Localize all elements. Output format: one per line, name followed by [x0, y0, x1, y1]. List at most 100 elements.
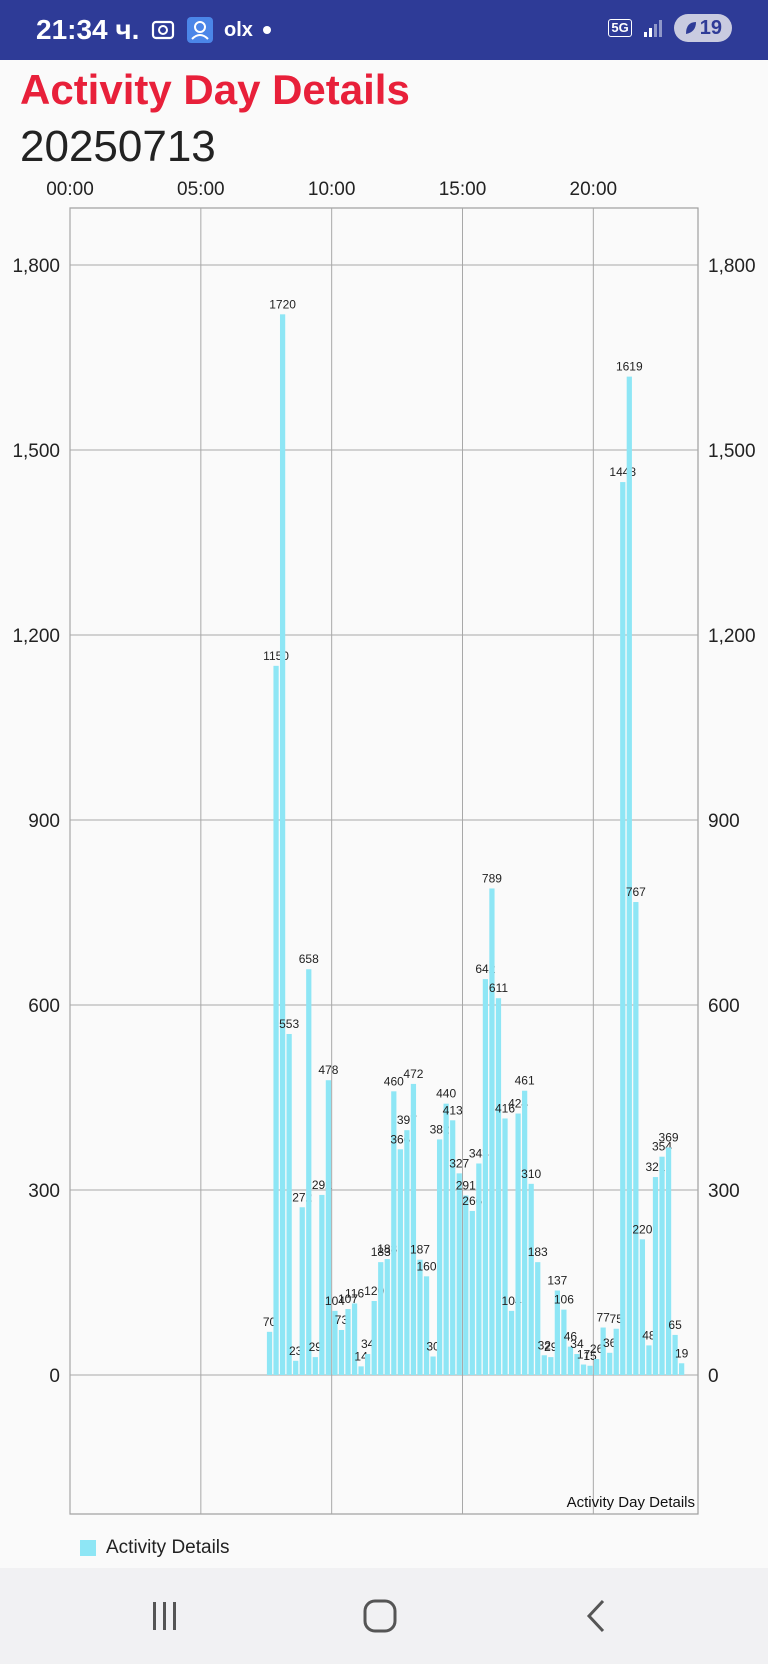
home-button[interactable]	[350, 1590, 410, 1642]
bar	[607, 1352, 613, 1375]
bar	[567, 1346, 574, 1375]
status-bar: 21:34 ч. olx 5G 19	[0, 0, 768, 60]
bar	[659, 1156, 665, 1375]
bar	[574, 1354, 580, 1375]
bar	[378, 1262, 384, 1375]
bar	[489, 888, 495, 1375]
bar-value-label: 478	[318, 1063, 338, 1077]
bar	[397, 1149, 403, 1375]
bar	[306, 969, 312, 1375]
bar	[679, 1363, 685, 1375]
bar	[345, 1309, 351, 1375]
bar-value-label: 658	[299, 952, 319, 966]
olx-icon: olx	[224, 18, 253, 41]
bar-value-label: 310	[521, 1167, 541, 1181]
bar-value-label: 30	[426, 1340, 440, 1354]
bar-value-label: 65	[668, 1318, 682, 1332]
bar	[430, 1356, 436, 1375]
bar	[469, 1210, 475, 1375]
bar	[365, 1354, 371, 1375]
y-tick-label-right: 0	[708, 1366, 719, 1387]
home-icon	[363, 1599, 397, 1633]
bar-value-label: 137	[547, 1274, 567, 1288]
bar	[600, 1327, 606, 1375]
y-tick-label-left: 1,500	[12, 441, 60, 462]
recents-icon	[153, 1602, 176, 1630]
bar-value-label: 611	[489, 981, 508, 995]
battery-level: 19	[699, 17, 722, 39]
dot-icon	[262, 26, 271, 34]
bar	[561, 1309, 567, 1375]
bar	[665, 1147, 672, 1375]
bar-value-label: 327	[449, 1156, 469, 1170]
bar	[672, 1334, 678, 1375]
bar-value-label: 15	[583, 1349, 597, 1363]
bar-value-label: 472	[403, 1067, 423, 1081]
bar-value-label: 1619	[616, 360, 643, 374]
bar	[548, 1357, 554, 1375]
bar	[443, 1103, 449, 1375]
y-tick-label-right: 1,200	[708, 626, 756, 647]
y-tick-label-right: 900	[708, 811, 740, 832]
bar-value-label: 1720	[269, 297, 296, 311]
bar	[587, 1365, 593, 1375]
bar	[515, 1113, 521, 1375]
bar-value-label: 73	[335, 1313, 349, 1327]
bar	[351, 1303, 358, 1375]
bar-value-label: 183	[371, 1245, 391, 1259]
bar-value-label: 104	[325, 1294, 345, 1308]
x-tick-label: 00:00	[46, 179, 94, 200]
x-tick-label: 05:00	[177, 179, 225, 200]
bar	[279, 314, 286, 1376]
y-tick-label-right: 600	[708, 996, 740, 1017]
bar-value-label: 220	[632, 1222, 652, 1236]
bar-value-label: 369	[659, 1130, 679, 1144]
bar-value-label: 461	[515, 1074, 535, 1088]
bar-value-label: 32	[538, 1338, 552, 1352]
bar	[417, 1259, 423, 1375]
bar	[482, 979, 489, 1375]
chart-description: Activity Day Details	[567, 1494, 695, 1511]
bar	[528, 1183, 534, 1375]
bar	[358, 1366, 364, 1375]
page-title: Activity Day Details	[20, 66, 410, 113]
bar	[450, 1120, 456, 1375]
back-icon	[586, 1599, 605, 1633]
bar	[404, 1130, 410, 1375]
bar	[273, 665, 279, 1375]
bar	[338, 1329, 345, 1375]
battery-indicator: 19	[673, 14, 732, 42]
bar	[508, 1310, 515, 1375]
y-tick-label-right: 1,800	[708, 256, 756, 277]
bar	[541, 1355, 547, 1375]
bar	[522, 1090, 528, 1375]
bar-value-label: 1448	[609, 465, 636, 479]
chart-legend: Activity Details	[80, 1537, 230, 1559]
bar	[312, 1357, 318, 1375]
bar-value-label: 553	[279, 1017, 299, 1031]
x-tick-label: 20:00	[570, 179, 618, 200]
bar-value-label: 19	[675, 1346, 689, 1360]
recents-button[interactable]	[135, 1590, 195, 1642]
bar	[639, 1239, 646, 1375]
bar-value-label: 183	[528, 1245, 548, 1259]
y-tick-label-left: 1,800	[12, 256, 60, 277]
bar-value-label: 46	[564, 1330, 578, 1344]
bar-value-label: 75	[610, 1312, 624, 1326]
network-5g-icon: 5G	[608, 19, 632, 37]
bar	[633, 902, 639, 1375]
bar	[626, 376, 632, 1375]
bar-value-label: 789	[482, 871, 502, 885]
bar	[593, 1358, 600, 1375]
legend-label: Activity Details	[106, 1537, 230, 1558]
bar	[293, 1360, 299, 1375]
bar	[384, 1259, 390, 1375]
activity-bar-chart: 0 0 300 300 600 600 900 900 1,200 1,200 1,500 1,500…	[12, 179, 756, 1515]
y-tick-label-left: 1,200	[12, 626, 60, 647]
bar-value-label: 440	[436, 1087, 456, 1101]
back-button[interactable]	[566, 1590, 626, 1642]
bar	[580, 1364, 587, 1375]
bar	[620, 482, 626, 1376]
date-label: 20250713	[20, 122, 216, 171]
bar	[371, 1301, 377, 1375]
